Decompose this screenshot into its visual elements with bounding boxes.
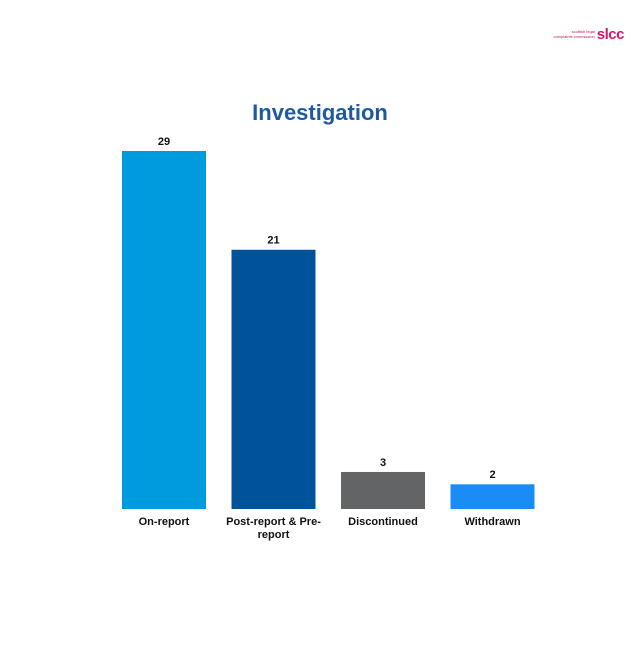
x-tick-label: Post-report & Pre-report bbox=[226, 516, 321, 541]
bar bbox=[231, 249, 316, 510]
logo-tagline-line: complaints commission bbox=[553, 33, 595, 39]
logo: scottish legal complaints commission slc… bbox=[553, 26, 624, 43]
logo-tagline-line: scottish legal bbox=[571, 29, 595, 34]
bar bbox=[122, 151, 206, 509]
x-tick-label: Discontinued bbox=[348, 516, 418, 528]
bar bbox=[450, 484, 535, 509]
value-label: 21 bbox=[267, 235, 279, 247]
logo-mark: slcc bbox=[596, 26, 625, 43]
value-label: 3 bbox=[380, 457, 386, 469]
chart-title: Investigation bbox=[252, 100, 388, 125]
logo-tagline: scottish legal complaints commission bbox=[553, 29, 595, 39]
x-tick-label: On-report bbox=[138, 516, 190, 528]
x-tick-label: Withdrawn bbox=[464, 516, 521, 528]
bar bbox=[341, 471, 425, 509]
value-label: 2 bbox=[489, 469, 495, 481]
value-label: 29 bbox=[158, 136, 170, 148]
